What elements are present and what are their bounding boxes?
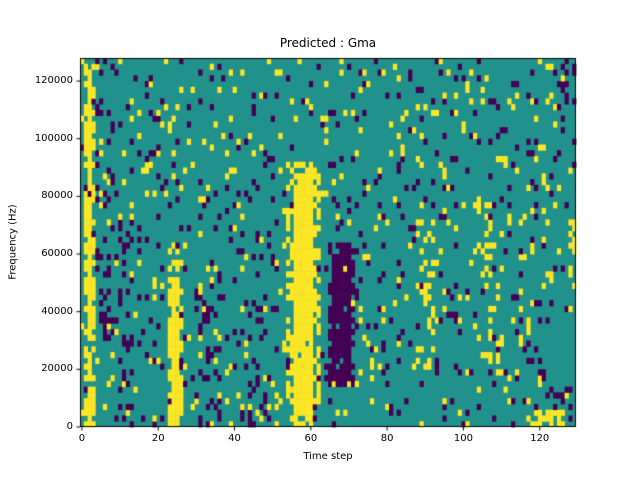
x-tick-label: 20	[151, 433, 165, 444]
y-tick-label: 60000	[41, 248, 73, 260]
y-tick-label: 120000	[34, 75, 73, 87]
x-axis-label: Time step	[303, 451, 353, 462]
y-tick-label: 20000	[41, 363, 73, 375]
x-tick-label: 100	[453, 433, 473, 444]
x-tick-label: 60	[304, 433, 318, 444]
y-tick-label: 40000	[41, 305, 73, 317]
x-tick-label: 0	[78, 433, 86, 444]
x-tick-label: 120	[530, 433, 550, 444]
y-tick-label: 80000	[41, 190, 73, 202]
chart-title: Predicted : Gma	[279, 36, 377, 50]
x-tick-label: 40	[228, 433, 241, 444]
y-tick-label: 0	[66, 421, 73, 432]
y-tick-label: 100000	[34, 132, 73, 144]
y-axis-label: Frequency (Hz)	[7, 204, 19, 280]
x-tick-label: 80	[380, 433, 394, 444]
